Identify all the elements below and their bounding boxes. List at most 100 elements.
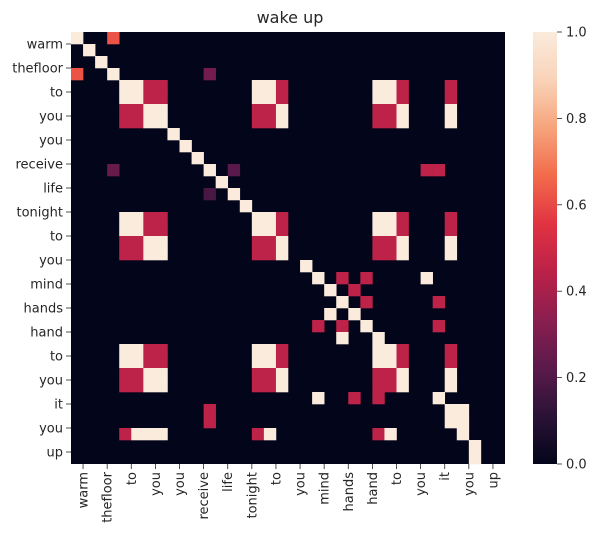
colorbar-tick-label: 1.0 <box>566 26 587 41</box>
heatmap-cell <box>420 272 433 285</box>
heatmap-cell <box>143 116 156 129</box>
heatmap-cell <box>348 308 361 321</box>
row-tick-label: thefloor <box>12 62 63 77</box>
heatmap-cell <box>372 116 385 129</box>
heatmap-cell <box>119 344 132 357</box>
heatmap-cell <box>384 104 397 117</box>
heatmap-cell <box>251 368 265 381</box>
heatmap-cell <box>143 344 156 357</box>
heatmap-cell <box>275 380 289 393</box>
heatmap-cell <box>263 80 277 93</box>
heatmap-cell <box>143 92 156 105</box>
heatmap-cell <box>275 236 289 249</box>
heatmap-cell <box>71 32 84 45</box>
heatmap-cell <box>155 368 168 381</box>
heatmap-cell <box>155 104 168 117</box>
heatmap-cell <box>119 116 132 129</box>
heatmap-cell <box>468 452 482 465</box>
col-tick-label: hand <box>366 472 381 505</box>
heatmap-cell <box>384 380 397 393</box>
heatmap-cell <box>336 296 349 309</box>
heatmap-cell <box>384 248 397 261</box>
col-tick-label: tonight <box>245 472 260 519</box>
col-tick-label: thefloor <box>101 471 116 522</box>
heatmap-cell <box>263 428 277 441</box>
heatmap-cell <box>119 80 132 93</box>
heatmap-cell <box>372 236 385 249</box>
row-tick-label: hands <box>24 302 64 317</box>
heatmap-cell <box>203 188 216 201</box>
heatmap-cell <box>131 368 144 381</box>
heatmap-cell <box>191 152 204 165</box>
colorbar-tick-label: 0.4 <box>566 285 587 300</box>
heatmap-cell <box>444 404 458 417</box>
heatmap-cell <box>251 356 265 369</box>
row-tick-label: to <box>50 350 63 365</box>
row-tick-label: up <box>47 446 64 461</box>
heatmap-cell <box>396 224 409 237</box>
heatmap-cell <box>384 356 397 369</box>
col-tick-label: you <box>173 472 188 496</box>
heatmap-cell <box>372 368 385 381</box>
heatmap-cell <box>396 236 409 249</box>
heatmap-cell <box>107 68 120 81</box>
col-tick-label: to <box>269 472 284 485</box>
heatmap-cell <box>143 368 156 381</box>
heatmap-cell <box>143 80 156 93</box>
heatmap-cell <box>348 284 361 297</box>
heatmap-cell <box>71 68 84 81</box>
heatmap-cell <box>155 380 168 393</box>
heatmap-cell <box>227 188 241 201</box>
heatmap-cell <box>456 428 470 441</box>
heatmap-cell <box>372 428 385 441</box>
row-tick-label: hand <box>30 326 63 341</box>
heatmap-cell <box>251 248 265 261</box>
col-tick-label: life <box>221 472 236 492</box>
heatmap-cell <box>384 368 397 381</box>
heatmap-cell <box>275 368 289 381</box>
heatmap-cell <box>131 212 144 225</box>
heatmap-cell <box>396 92 409 105</box>
heatmap-cell <box>336 272 349 285</box>
row-tick-label: to <box>50 230 63 245</box>
heatmap-cell <box>360 272 373 285</box>
row-tick-label: you <box>39 134 63 149</box>
heatmap-cell <box>372 248 385 261</box>
colorbar-tick-label: 0.6 <box>566 198 587 213</box>
heatmap-cell <box>444 92 458 105</box>
heatmap-cell <box>372 92 385 105</box>
heatmap-cell <box>372 80 385 93</box>
row-tick-label: tonight <box>17 206 64 221</box>
heatmap-cell <box>95 56 108 69</box>
heatmap-cell <box>384 428 397 441</box>
heatmap-cell <box>312 320 325 333</box>
heatmap-cell <box>131 224 144 237</box>
heatmap-cell <box>155 428 168 441</box>
heatmap-cell <box>251 116 265 129</box>
heatmap-cell <box>263 104 277 117</box>
heatmap-cell <box>263 224 277 237</box>
heatmap-cell <box>396 248 409 261</box>
heatmap-cell <box>263 380 277 393</box>
col-tick-label: to <box>390 472 405 485</box>
heatmap-cell <box>251 104 265 117</box>
heatmap-cell <box>251 428 265 441</box>
row-tick-label: mind <box>30 278 63 293</box>
heatmap-cell <box>119 224 132 237</box>
heatmap-cell <box>119 92 132 105</box>
heatmap-cell <box>384 224 397 237</box>
heatmap-cell <box>251 344 265 357</box>
heatmap-cell <box>155 236 168 249</box>
row-tick-label: you <box>39 254 63 269</box>
heatmap-cell <box>275 248 289 261</box>
heatmap-cell <box>324 284 337 297</box>
heatmap-cell <box>251 212 265 225</box>
heatmap-cell <box>251 92 265 105</box>
heatmap-cell <box>131 80 144 93</box>
heatmap-cell <box>384 116 397 129</box>
heatmap-cell <box>179 140 192 153</box>
heatmap-cell <box>444 416 458 429</box>
heatmap-cell <box>384 92 397 105</box>
heatmap-cell <box>167 128 180 141</box>
